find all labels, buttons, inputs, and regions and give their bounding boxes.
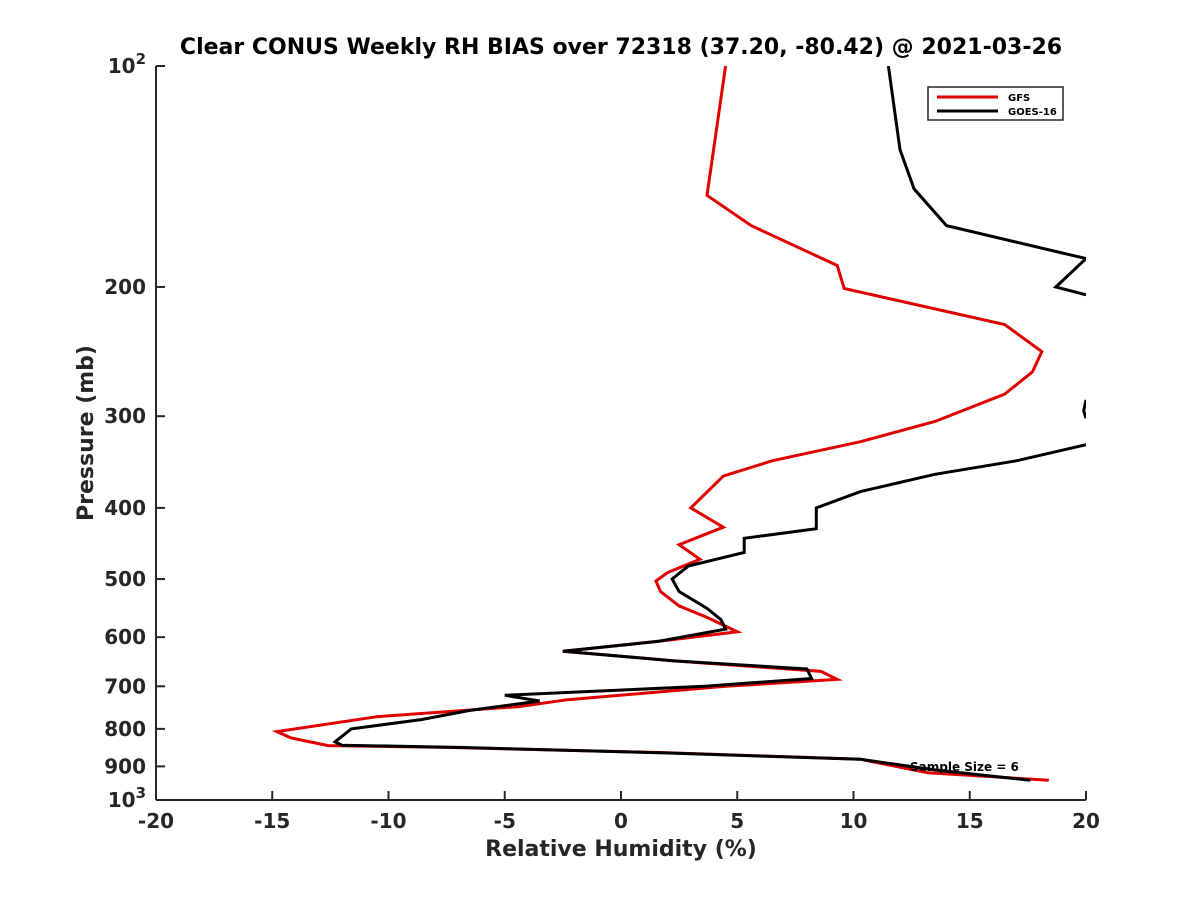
legend-label-gfs: GFS bbox=[1008, 93, 1030, 104]
series-line-goes-16-1 bbox=[886, 66, 1086, 297]
legend: GFS GOES-16 bbox=[927, 86, 1064, 121]
sample-size-annotation: Sample Size = 6 bbox=[910, 760, 1019, 774]
x-tick-label: 20 bbox=[1072, 809, 1100, 833]
y-tick-label: 300 bbox=[104, 404, 146, 428]
chart-title: Clear CONUS Weekly RH BIAS over 72318 (3… bbox=[180, 35, 1062, 60]
y-axis-label: Pressure (mb) bbox=[74, 345, 99, 521]
y-tick-label: 600 bbox=[104, 625, 146, 649]
x-tick-label: 0 bbox=[614, 809, 628, 833]
y-tick-label: 200 bbox=[104, 275, 146, 299]
y-tick-label: 103 bbox=[108, 784, 146, 812]
x-tick-label: -15 bbox=[254, 809, 290, 833]
x-tick-label: 15 bbox=[956, 809, 984, 833]
series-line-goes-16-2 bbox=[1082, 399, 1086, 419]
x-tick-label: -5 bbox=[494, 809, 516, 833]
legend-label-goes-16: GOES-16 bbox=[1008, 107, 1057, 118]
x-tick-label: -10 bbox=[370, 809, 406, 833]
y-tick-label: 900 bbox=[104, 754, 146, 778]
y-tick-label: 500 bbox=[104, 567, 146, 591]
series-line-gfs bbox=[271, 66, 1049, 782]
x-tick-label: 10 bbox=[840, 809, 868, 833]
series-layer bbox=[271, 66, 1086, 782]
series-line-goes-16-3 bbox=[332, 443, 1086, 782]
y-tick-label: 800 bbox=[104, 717, 146, 741]
x-axis-label: Relative Humidity (%) bbox=[485, 837, 757, 862]
x-tick-label: -20 bbox=[138, 809, 174, 833]
y-tick-label: 102 bbox=[108, 50, 146, 78]
axes: -20 -15 -10 -5 0 5 10 15 20 102 200 300 400 500 600 700… bbox=[104, 50, 1100, 833]
y-tick-label: 700 bbox=[104, 674, 146, 698]
y-tick-label: 400 bbox=[104, 496, 146, 520]
x-tick-label: 5 bbox=[730, 809, 744, 833]
legend-box bbox=[927, 86, 1064, 121]
